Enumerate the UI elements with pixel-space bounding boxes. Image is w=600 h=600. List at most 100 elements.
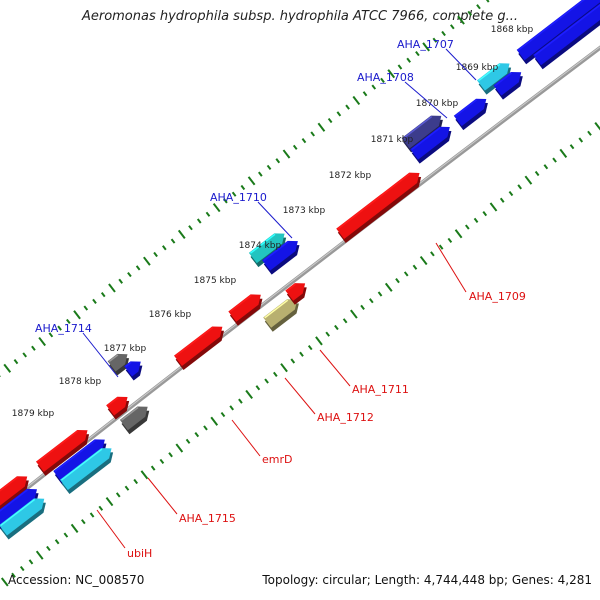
gene-label-leader (231, 419, 261, 457)
gene-feature (106, 396, 128, 416)
tick-mark-outer (247, 176, 256, 186)
tick-mark-outer (422, 42, 430, 52)
tick-mark-outer (449, 24, 455, 30)
tick-label: 1873 kbp (283, 206, 326, 216)
tick-mark-inner (105, 497, 114, 507)
tick-mark-inner (377, 291, 383, 297)
tick-mark-inner (159, 458, 165, 465)
tick-mark-inner (150, 465, 156, 471)
tick-mark-outer (432, 37, 438, 43)
tick-mark-outer (240, 184, 246, 191)
gene-label-reverse: AHA_1715 (179, 512, 236, 525)
tick-mark-inner (280, 363, 288, 373)
gene-label-leader (319, 349, 351, 387)
genome-summary: Topology: circular; Length: 4,744,448 bp… (262, 573, 592, 587)
tick-mark-outer (196, 218, 202, 224)
gene-feature-highlight (264, 299, 289, 319)
gene-feature (336, 172, 420, 239)
tick-label: 1869 kbp (456, 63, 499, 73)
tick-mark-inner (168, 452, 173, 458)
tick-mark-outer (223, 198, 228, 204)
gene-feature-highlight (534, 4, 600, 56)
tick-label: 1876 kbp (149, 310, 192, 320)
tick-mark-outer (231, 191, 237, 197)
gene-label-leader (404, 81, 448, 119)
gene-feature-highlight (0, 489, 28, 512)
gene-feature (174, 326, 223, 366)
tick-mark-inner (54, 539, 60, 545)
tick-mark-inner (203, 425, 208, 431)
gene-feature (0, 476, 28, 506)
gene-feature (35, 429, 88, 472)
gene-feature (516, 0, 600, 61)
tick-mark-inner (587, 130, 592, 136)
tick-mark-inner (46, 545, 51, 552)
gene-feature (59, 448, 112, 491)
gene-label-reverse: emrD (262, 453, 292, 466)
gene-feature-highlight (37, 430, 79, 463)
gene-feature (533, 3, 600, 66)
tick-label: 1868 kbp (491, 25, 534, 35)
tick-mark-outer (327, 117, 333, 124)
tick-mark-outer (83, 305, 89, 311)
tick-mark-inner (569, 144, 575, 150)
gene-feature (0, 498, 45, 536)
tick-mark-outer (177, 229, 186, 239)
tick-mark-inner (384, 282, 393, 292)
tick-mark-outer (441, 30, 446, 37)
tick-mark-outer (266, 164, 272, 171)
tick-mark-outer (476, 4, 481, 10)
tick-mark-inner (299, 351, 304, 357)
tick-mark-outer (57, 325, 62, 331)
tick-mark-inner (19, 565, 25, 572)
tick-mark-outer (397, 64, 403, 70)
gene-label-leader (435, 242, 467, 293)
gene-label-reverse: AHA_1712 (317, 411, 374, 424)
gene-feature (263, 299, 298, 328)
tick-mark-outer (406, 57, 411, 63)
gene-feature-highlight (0, 498, 36, 527)
gene-feature-highlight (107, 397, 119, 407)
gene-feature-highlight (125, 361, 132, 368)
gene-feature-highlight (494, 72, 513, 87)
tick-mark-inner (447, 237, 453, 244)
gene-feature-highlight (108, 354, 119, 363)
tick-mark-outer (310, 131, 315, 137)
tick-mark-inner (315, 336, 323, 346)
tick-mark-outer (143, 256, 151, 266)
tick-mark-outer (345, 104, 350, 110)
gene-feature-highlight (249, 233, 276, 254)
tick-mark-inner (465, 224, 470, 230)
gene-label-forward: AHA_1708 (357, 71, 414, 84)
gene-feature (493, 71, 522, 96)
gene-feature (228, 294, 261, 322)
tick-mark-inner (185, 438, 191, 444)
gene-feature (453, 98, 487, 127)
tick-mark-inner (412, 264, 418, 270)
tick-mark-outer (415, 50, 420, 57)
tick-mark-outer (467, 10, 473, 16)
gene-label-leader (82, 332, 119, 378)
gene-label-leader (96, 509, 126, 549)
tick-mark-outer (127, 271, 132, 278)
gene-feature-highlight (454, 99, 478, 117)
gene-feature (248, 233, 285, 264)
tick-mark-outer (258, 171, 263, 177)
tick-mark-inner (334, 324, 339, 331)
tick-mark-inner (594, 122, 600, 131)
tick-mark-inner (0, 577, 9, 587)
tick-mark-inner (273, 371, 278, 377)
tick-label: 1872 kbp (329, 171, 372, 181)
tick-mark-outer (362, 91, 368, 97)
tick-mark-inner (35, 550, 44, 560)
tick-mark-outer (153, 251, 158, 258)
tick-mark-outer (135, 265, 141, 271)
gene-feature-highlight (478, 63, 501, 82)
tick-mark-inner (508, 190, 514, 197)
gene-label-forward: AHA_1710 (210, 191, 267, 204)
tick-mark-inner (175, 443, 184, 453)
tick-mark-inner (419, 255, 428, 266)
tick-mark-outer (3, 363, 12, 373)
tick-mark-inner (325, 331, 331, 337)
